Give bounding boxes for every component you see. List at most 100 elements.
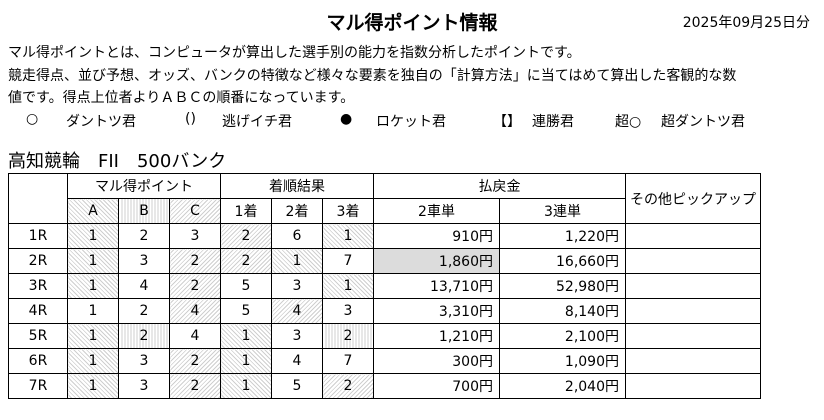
point-c: 3 bbox=[169, 223, 221, 249]
table-row: 6R 1 3 2 1 4 7 300円 1,090円 bbox=[8, 348, 761, 374]
payout-nishatan: 13,710円 bbox=[373, 273, 500, 299]
other-pickup bbox=[625, 298, 761, 324]
payout-santan: 2,100円 bbox=[499, 323, 626, 349]
description-line-3: 値です。得点上位者よりＡＢＣの順番になっています。 bbox=[8, 90, 355, 106]
payout-nishatan: 300円 bbox=[373, 348, 500, 374]
result-1st: 5 bbox=[220, 273, 272, 299]
race-number: 1R bbox=[8, 223, 68, 249]
result-3rd: 7 bbox=[322, 248, 374, 274]
point-a: 1 bbox=[67, 273, 119, 299]
payout-nishatan: 3,310円 bbox=[373, 298, 500, 324]
point-a: 1 bbox=[67, 348, 119, 374]
other-pickup bbox=[625, 348, 761, 374]
result-1st: 5 bbox=[220, 298, 272, 324]
legend-symbol-dantotsu: ○ bbox=[26, 111, 39, 127]
description-line-2: 競走得点、並び予想、オッズ、バンクの特徴など様々な要素を独自の「計算方法」に当て… bbox=[8, 67, 737, 84]
legend-label-dantotsu: ダントツ君 bbox=[66, 114, 136, 130]
point-b: 2 bbox=[118, 298, 170, 324]
point-b: 3 bbox=[118, 248, 170, 274]
table-row: 2R 1 3 2 2 1 7 1,860円 16,660円 bbox=[8, 248, 761, 274]
legend-label-super-dantotsu: 超ダントツ君 bbox=[661, 114, 745, 130]
other-pickup bbox=[625, 373, 761, 399]
payout-nishatan: 700円 bbox=[373, 373, 500, 399]
col-header-nishatan: 2車単 bbox=[373, 198, 500, 224]
point-c: 2 bbox=[169, 373, 221, 399]
legend-symbol-rocket: ● bbox=[340, 111, 353, 127]
report-date: 2025年09月25日分 bbox=[682, 15, 810, 31]
col-header-b: B bbox=[118, 198, 170, 224]
col-header-1st: 1着 bbox=[220, 198, 272, 224]
point-b: 4 bbox=[118, 273, 170, 299]
description-line-1: マル得ポイントとは、コンピュータが算出した選手別の能力を指数分析したポイントです… bbox=[8, 45, 581, 61]
result-3rd: 7 bbox=[322, 348, 374, 374]
result-3rd: 2 bbox=[322, 373, 374, 399]
point-a: 1 bbox=[67, 248, 119, 274]
point-c: 2 bbox=[169, 348, 221, 374]
legend-symbol-renshou: 【】 bbox=[493, 114, 521, 130]
symbol-legend: ○ ダントツ君 () 逃げイチ君 ● ロケット君 【】 連勝君 超○ 超ダントツ… bbox=[0, 111, 824, 131]
col-header-2nd: 2着 bbox=[271, 198, 323, 224]
result-2nd: 6 bbox=[271, 223, 323, 249]
legend-label-renshou: 連勝君 bbox=[532, 114, 574, 130]
point-c: 2 bbox=[169, 248, 221, 274]
results-group-header: 着順結果 bbox=[220, 173, 374, 199]
col-header-santan: 3連単 bbox=[499, 198, 626, 224]
result-2nd: 3 bbox=[271, 323, 323, 349]
race-number: 3R bbox=[8, 273, 68, 299]
payout-santan: 16,660円 bbox=[499, 248, 626, 274]
result-2nd: 4 bbox=[271, 298, 323, 324]
col-header-c: C bbox=[169, 198, 221, 224]
result-2nd: 4 bbox=[271, 348, 323, 374]
payout-nishatan: 910円 bbox=[373, 223, 500, 249]
point-b: 2 bbox=[118, 223, 170, 249]
point-a: 1 bbox=[67, 223, 119, 249]
legend-symbol-nigeichi: () bbox=[185, 111, 196, 127]
point-b: 3 bbox=[118, 348, 170, 374]
race-number: 4R bbox=[8, 298, 68, 324]
venue-title: 高知競輪 FII 500バンク bbox=[8, 151, 227, 172]
result-3rd: 1 bbox=[322, 273, 374, 299]
result-2nd: 3 bbox=[271, 273, 323, 299]
point-c: 4 bbox=[169, 298, 221, 324]
point-a: 1 bbox=[67, 298, 119, 324]
other-pickup-header: その他ピックアップ bbox=[625, 173, 761, 224]
race-header-blank bbox=[8, 173, 68, 224]
result-2nd: 1 bbox=[271, 248, 323, 274]
payout-santan: 1,220円 bbox=[499, 223, 626, 249]
page-title: マル得ポイント情報 bbox=[326, 12, 498, 34]
col-header-3rd: 3着 bbox=[322, 198, 374, 224]
payout-santan: 52,980円 bbox=[499, 273, 626, 299]
race-number: 5R bbox=[8, 323, 68, 349]
table-row: 5R 1 2 4 1 3 2 1,210円 2,100円 bbox=[8, 323, 761, 349]
payout-santan: 8,140円 bbox=[499, 298, 626, 324]
table-row: 4R 1 2 4 5 4 3 3,310円 8,140円 bbox=[8, 298, 761, 324]
result-3rd: 2 bbox=[322, 323, 374, 349]
payout-nishatan: 1,210円 bbox=[373, 323, 500, 349]
race-number: 2R bbox=[8, 248, 68, 274]
point-c: 2 bbox=[169, 273, 221, 299]
result-1st: 1 bbox=[220, 348, 272, 374]
legend-label-nigeichi: 逃げイチ君 bbox=[222, 114, 292, 130]
other-pickup bbox=[625, 323, 761, 349]
table-row: 1R 1 2 3 2 6 1 910円 1,220円 bbox=[8, 223, 761, 249]
result-2nd: 5 bbox=[271, 373, 323, 399]
other-pickup bbox=[625, 223, 761, 249]
point-a: 1 bbox=[67, 373, 119, 399]
col-header-a: A bbox=[67, 198, 119, 224]
result-3rd: 3 bbox=[322, 298, 374, 324]
race-number: 6R bbox=[8, 348, 68, 374]
payout-santan: 2,040円 bbox=[499, 373, 626, 399]
result-1st: 1 bbox=[220, 323, 272, 349]
result-1st: 2 bbox=[220, 223, 272, 249]
point-a: 1 bbox=[67, 323, 119, 349]
result-1st: 1 bbox=[220, 373, 272, 399]
race-number: 7R bbox=[8, 373, 68, 399]
point-b: 3 bbox=[118, 373, 170, 399]
other-pickup bbox=[625, 248, 761, 274]
legend-label-rocket: ロケット君 bbox=[376, 114, 446, 130]
points-group-header: マル得ポイント bbox=[67, 173, 221, 199]
point-b: 2 bbox=[118, 323, 170, 349]
payout-nishatan: 1,860円 bbox=[373, 248, 500, 274]
result-1st: 2 bbox=[220, 248, 272, 274]
other-pickup bbox=[625, 273, 761, 299]
